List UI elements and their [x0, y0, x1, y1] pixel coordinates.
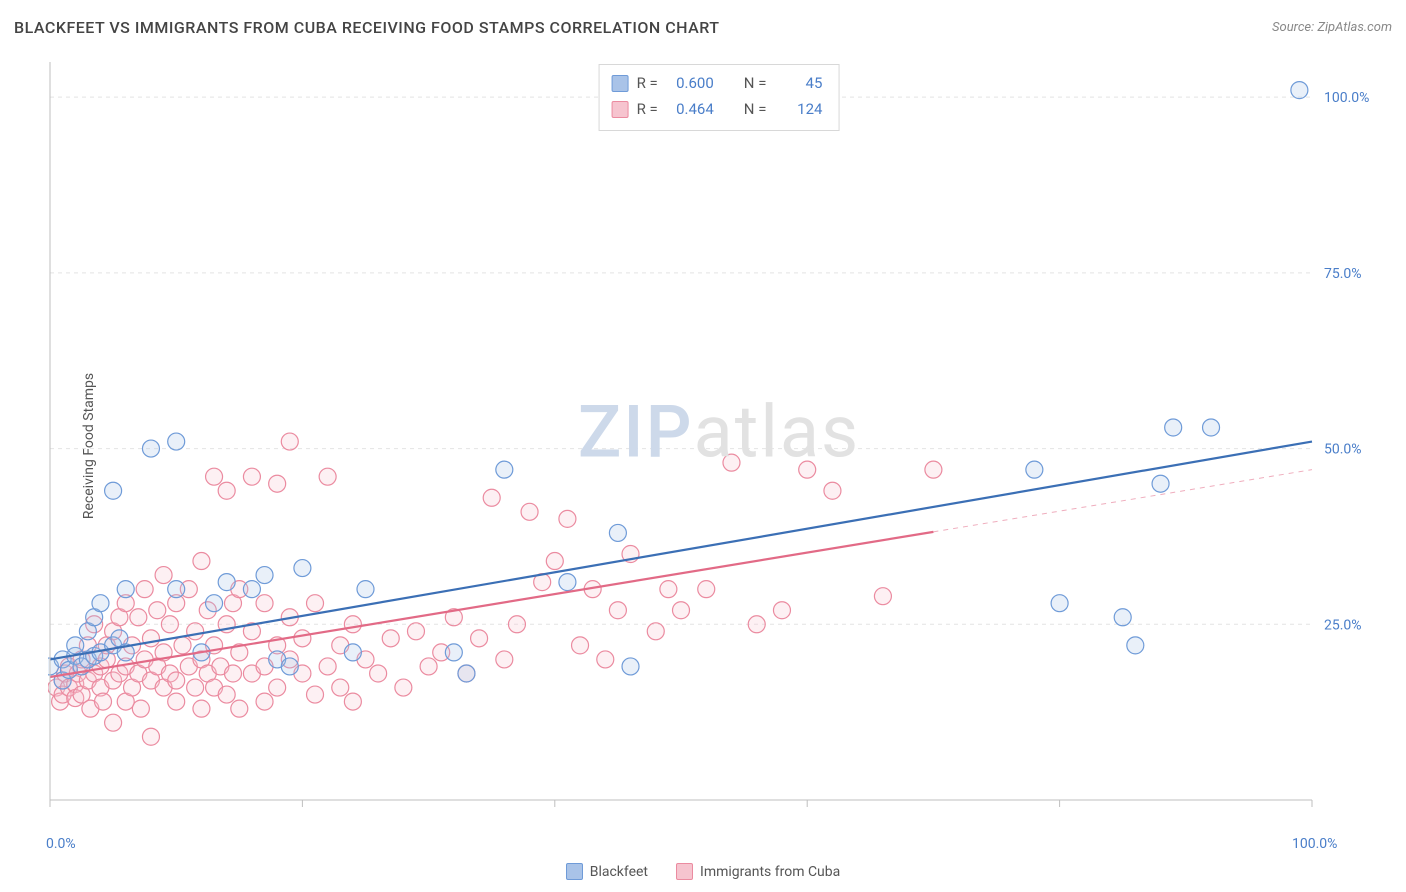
x-axis-min-label: 0.0% — [46, 836, 76, 852]
chart-plot-area: 25.0%50.0%75.0%100.0% ZIPatlas R =0.600N… — [48, 58, 1390, 820]
scatter-chart-svg: 25.0% 50.0% 75.0% 100.0% — [48, 58, 1390, 820]
chart-title: BLACKFEET VS IMMIGRANTS FROM CUBA RECEIV… — [14, 18, 720, 37]
legend-item-cuba: Immigrants from Cuba — [676, 863, 840, 880]
stats-row: R =0.464N =124 — [612, 97, 823, 123]
legend-label-blackfeet: Blackfeet — [590, 864, 648, 880]
legend-swatch-cuba — [676, 863, 693, 880]
legend-swatch-blackfeet — [566, 863, 583, 880]
source-link[interactable]: ZipAtlas.com — [1317, 20, 1392, 35]
source-prefix: Source: — [1272, 20, 1317, 35]
legend-label-cuba: Immigrants from Cuba — [700, 864, 840, 880]
x-axis-max-label: 100.0% — [1292, 836, 1337, 852]
stats-swatch — [612, 75, 629, 92]
legend-item-blackfeet: Blackfeet — [566, 863, 648, 880]
source-attribution: Source: ZipAtlas.com — [1272, 20, 1392, 35]
svg-text:25.0%: 25.0% — [1324, 617, 1362, 633]
svg-text:75.0%: 75.0% — [1324, 266, 1362, 282]
stats-row: R =0.600N =45 — [612, 71, 823, 97]
stats-swatch — [612, 101, 629, 118]
svg-text:50.0%: 50.0% — [1324, 442, 1362, 458]
series-legend: Blackfeet Immigrants from Cuba — [0, 863, 1406, 880]
svg-text:100.0%: 100.0% — [1324, 90, 1369, 106]
correlation-stats-legend: R =0.600N =45R =0.464N =124 — [599, 64, 840, 131]
